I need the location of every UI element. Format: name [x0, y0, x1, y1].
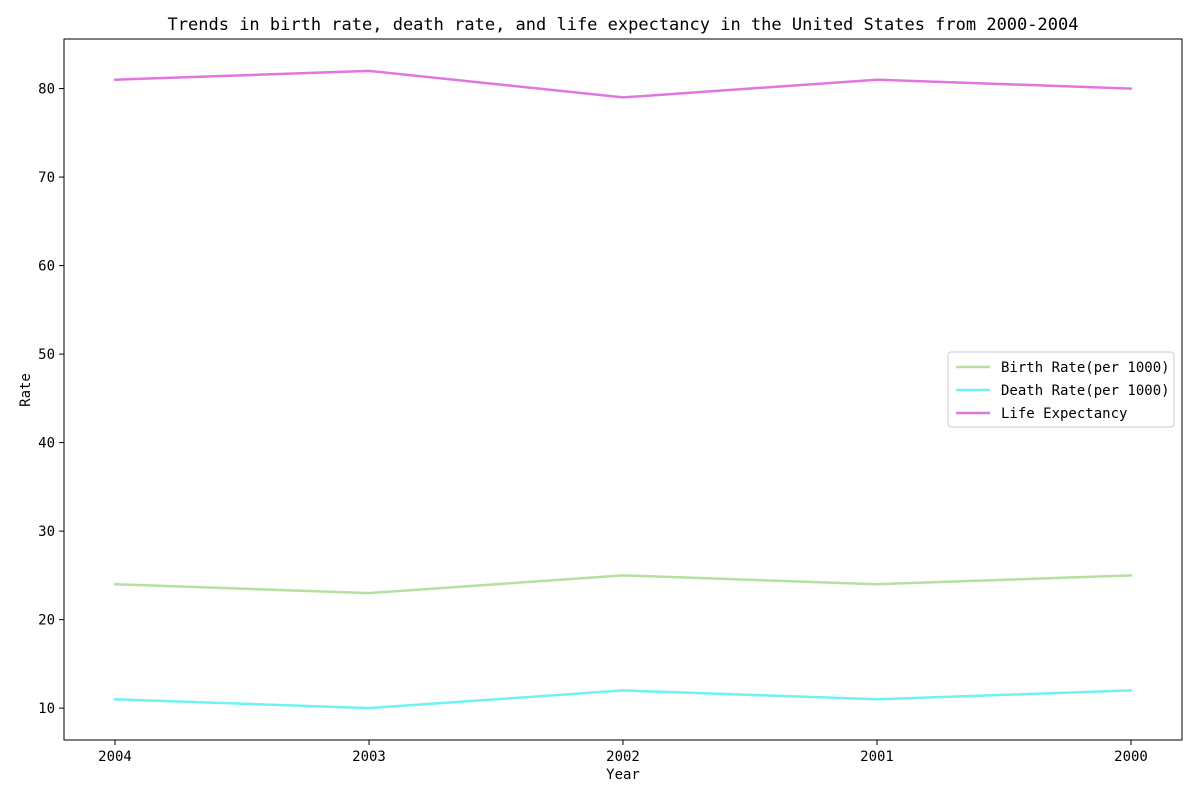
y-tick-label: 30: [38, 524, 55, 540]
y-axis: 10 20 30 40 50 60 70 80: [38, 82, 64, 718]
series-line-1: [115, 575, 1131, 593]
y-tick-label: 40: [38, 436, 55, 452]
y-tick-label: 50: [38, 347, 55, 363]
y-tick-label: 80: [38, 82, 55, 98]
y-tick-label: 10: [38, 701, 55, 717]
series-line-2: [115, 690, 1131, 708]
x-axis-label: Year: [606, 767, 640, 783]
x-tick-label: 2003: [352, 749, 386, 765]
x-tick-label: 2002: [606, 749, 640, 765]
chart-title: Trends in birth rate, death rate, and li…: [168, 15, 1079, 35]
x-axis: 2004 2003 2002 2001 2000: [98, 740, 1148, 765]
y-tick-label: 20: [38, 613, 55, 629]
series-line-3: [115, 71, 1131, 98]
x-tick-label: 2001: [860, 749, 894, 765]
y-tick-label: 60: [38, 259, 55, 275]
legend-label: Life Expectancy: [1001, 406, 1127, 422]
x-tick-label: 2004: [98, 749, 132, 765]
y-axis-label: Rate: [18, 373, 34, 407]
y-tick-label: 70: [38, 170, 55, 186]
legend-label: Birth Rate(per 1000): [1001, 360, 1170, 376]
legend-label: Death Rate(per 1000): [1001, 383, 1170, 399]
x-tick-label: 2000: [1114, 749, 1148, 765]
legend: Birth Rate(per 1000) Death Rate(per 1000)…: [948, 352, 1174, 427]
